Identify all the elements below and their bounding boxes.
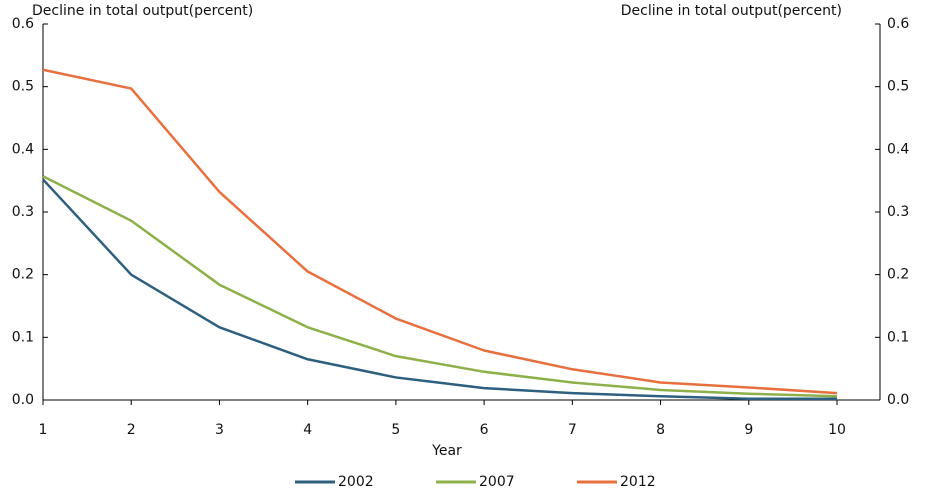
x-tick-label: 5 xyxy=(391,422,400,438)
y2-tick-label: 0.4 xyxy=(887,141,909,157)
y2-tick-label: 0.2 xyxy=(887,267,909,283)
x-tick-label: 2 xyxy=(127,422,136,438)
y2-tick-label: 0.5 xyxy=(887,79,909,95)
legend-label: 2012 xyxy=(620,474,656,490)
x-tick-label: 3 xyxy=(215,422,224,438)
y2-tick-label: 0.6 xyxy=(887,16,909,32)
data-line xyxy=(42,175,838,398)
legend-label: 2007 xyxy=(479,474,515,490)
y-tick-label: 0.3 xyxy=(12,204,34,220)
x-tick-label: 1 xyxy=(39,422,48,438)
x-tick-label: 6 xyxy=(480,422,489,438)
x-tick-label: 8 xyxy=(656,422,665,438)
y-tick-label: 0.0 xyxy=(12,392,34,408)
x-tick-label: 9 xyxy=(744,422,753,438)
y2-axis-label: Decline in total output(percent) xyxy=(621,3,842,19)
y-axis-label: Decline in total output(percent) xyxy=(32,3,253,19)
y-tick-label: 0.6 xyxy=(12,16,34,32)
y2-tick-label: 0.1 xyxy=(887,329,909,345)
y-tick-label: 0.5 xyxy=(12,79,34,95)
x-tick-label: 10 xyxy=(828,422,846,438)
y-tick-label: 0.4 xyxy=(12,141,34,157)
data-line xyxy=(42,68,838,395)
data-line xyxy=(42,178,837,400)
y-tick-label: 0.1 xyxy=(12,329,34,345)
x-tick-label: 4 xyxy=(303,422,312,438)
legend-label: 2002 xyxy=(338,474,374,490)
x-tick-label: 7 xyxy=(568,422,577,438)
x-axis-label: Year xyxy=(431,443,462,459)
y2-tick-label: 0.3 xyxy=(887,204,909,220)
y-tick-label: 0.2 xyxy=(12,267,34,283)
y2-tick-label: 0.0 xyxy=(887,392,909,408)
